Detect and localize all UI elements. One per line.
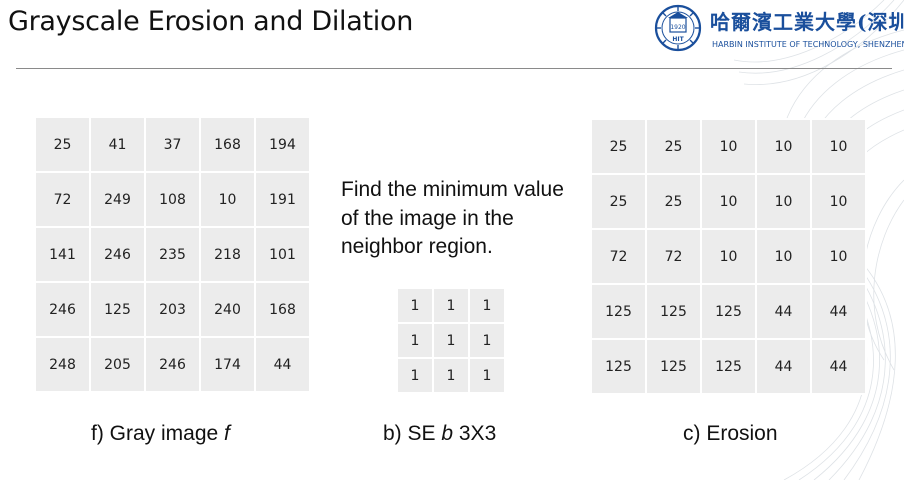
matrix-row: 25 25 10 10 10	[590, 118, 867, 175]
matrix-cell: 72	[590, 228, 647, 285]
matrix-cell: 44	[755, 283, 812, 340]
matrix-cell: 218	[199, 226, 256, 283]
matrix-cell: 125	[645, 283, 702, 340]
matrix-cell: 25	[590, 118, 647, 175]
matrix-cell: 25	[645, 173, 702, 230]
matrix-cell: 125	[89, 281, 146, 338]
matrix-cell: 25	[34, 116, 91, 173]
matrix-cell: 72	[34, 171, 91, 228]
university-name-english: HARBIN INSTITUTE OF TECHNOLOGY, SHENZHEN	[712, 40, 904, 49]
matrix-row: 72 72 10 10 10	[590, 228, 867, 285]
matrix-cell: 168	[254, 281, 311, 338]
matrix-cell: 10	[700, 173, 757, 230]
matrix-cell: 125	[590, 338, 647, 395]
matrix-cell: 203	[144, 281, 201, 338]
university-name-chinese: 哈爾濱工業大學(深圳)	[710, 10, 904, 34]
structuring-element-caption: b) SE b 3X3	[383, 422, 497, 445]
matrix-cell: 25	[590, 173, 647, 230]
matrix-cell: 10	[810, 228, 867, 285]
svg-text:HIT: HIT	[672, 36, 684, 43]
gray-image-caption: f) Gray image f	[91, 422, 230, 445]
matrix-row: 141 246 235 218 101	[34, 226, 311, 283]
matrix-cell: 44	[810, 283, 867, 340]
matrix-cell: 1	[432, 357, 470, 394]
matrix-cell: 235	[144, 226, 201, 283]
matrix-cell: 72	[645, 228, 702, 285]
matrix-cell: 1	[396, 287, 434, 324]
matrix-cell: 141	[34, 226, 91, 283]
matrix-cell: 194	[254, 116, 311, 173]
matrix-cell: 10	[700, 228, 757, 285]
slide-title: Grayscale Erosion and Dilation	[8, 6, 414, 37]
matrix-cell: 1	[468, 357, 506, 394]
matrix-cell: 246	[144, 336, 201, 393]
matrix-cell: 10	[700, 118, 757, 175]
matrix-row: 25 25 10 10 10	[590, 173, 867, 230]
matrix-cell: 246	[34, 281, 91, 338]
matrix-row: 72 249 108 10 191	[34, 171, 311, 228]
matrix-cell: 10	[755, 118, 812, 175]
title-divider	[16, 68, 892, 69]
matrix-cell: 108	[144, 171, 201, 228]
university-logo: 1920 HIT 哈爾濱工業大學(深圳) HARBIN INSTITUTE OF…	[654, 2, 904, 54]
erosion-result-matrix: 25 25 10 10 10 25 25 10 10 10 72 72 10 10 10 125 125 125 4…	[590, 118, 867, 395]
matrix-row: 248 205 246 174 44	[34, 336, 311, 393]
matrix-cell: 1	[432, 322, 470, 359]
matrix-cell: 44	[810, 338, 867, 395]
gray-image-matrix: 25 41 37 168 194 72 249 108 10 191 141 246 235 218 101…	[34, 116, 311, 393]
matrix-cell: 174	[199, 336, 256, 393]
matrix-cell: 10	[810, 118, 867, 175]
matrix-cell: 1	[396, 357, 434, 394]
matrix-cell: 168	[199, 116, 256, 173]
matrix-cell: 44	[755, 338, 812, 395]
matrix-cell: 249	[89, 171, 146, 228]
matrix-cell: 125	[700, 283, 757, 340]
matrix-cell: 1	[396, 322, 434, 359]
matrix-row: 125 125 125 44 44	[590, 338, 867, 395]
matrix-cell: 1	[468, 287, 506, 324]
matrix-cell: 101	[254, 226, 311, 283]
matrix-cell: 44	[254, 336, 311, 393]
erosion-caption: c) Erosion	[683, 422, 778, 445]
matrix-cell: 125	[590, 283, 647, 340]
matrix-row: 25 41 37 168 194	[34, 116, 311, 173]
matrix-cell: 10	[810, 173, 867, 230]
matrix-row: 125 125 125 44 44	[590, 283, 867, 340]
instruction-text: Find the minimum value of the image in t…	[341, 178, 564, 258]
matrix-cell: 191	[254, 171, 311, 228]
matrix-cell: 10	[755, 228, 812, 285]
matrix-cell: 10	[755, 173, 812, 230]
matrix-cell: 10	[199, 171, 256, 228]
matrix-cell: 246	[89, 226, 146, 283]
matrix-cell: 248	[34, 336, 91, 393]
university-emblem-icon: 1920 HIT	[654, 4, 702, 52]
matrix-cell: 37	[144, 116, 201, 173]
svg-text:1920: 1920	[670, 24, 685, 31]
matrix-cell: 1	[468, 322, 506, 359]
matrix-cell: 125	[700, 338, 757, 395]
matrix-cell: 205	[89, 336, 146, 393]
matrix-cell: 25	[645, 118, 702, 175]
matrix-cell: 240	[199, 281, 256, 338]
matrix-cell: 125	[645, 338, 702, 395]
matrix-row: 246 125 203 240 168	[34, 281, 311, 338]
matrix-cell: 1	[432, 287, 470, 324]
matrix-cell: 41	[89, 116, 146, 173]
